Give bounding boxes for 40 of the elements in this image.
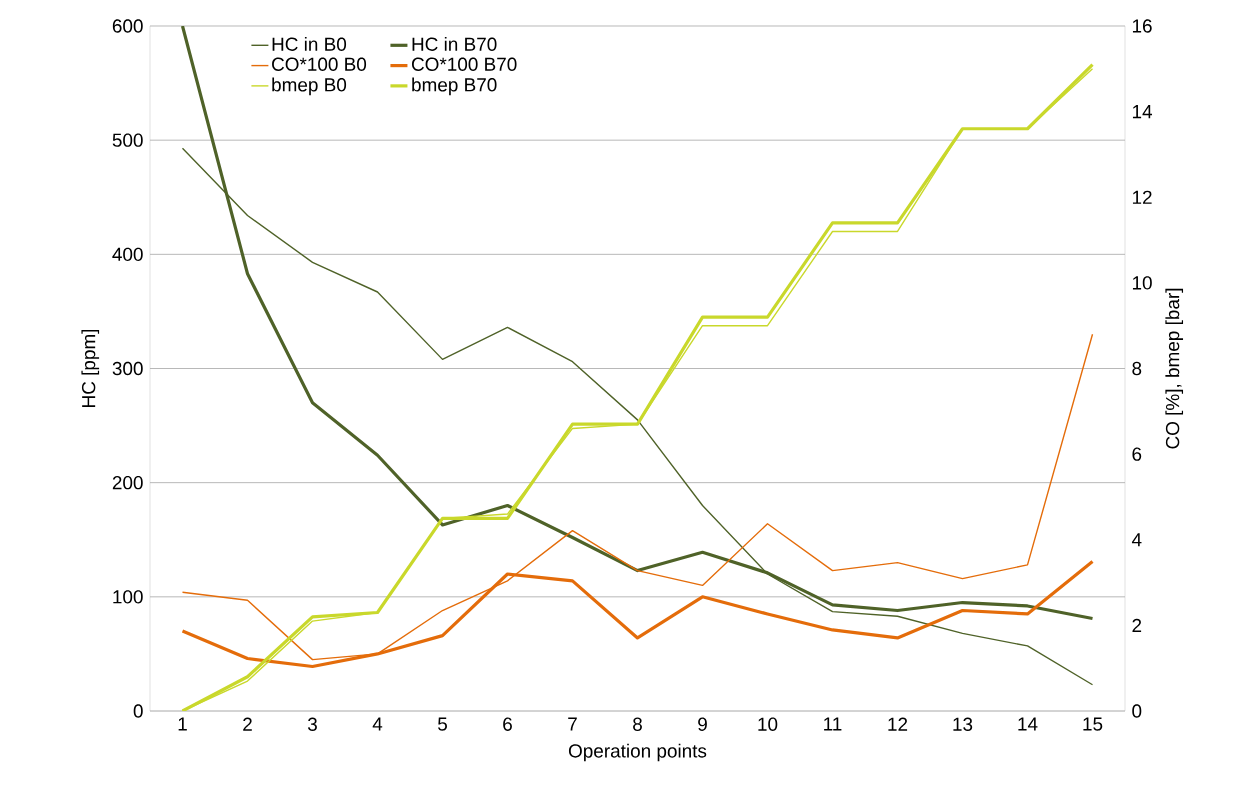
- x-tick-label: 14: [1018, 717, 1038, 731]
- x-tick-label: 9: [698, 717, 707, 731]
- x-tick-label: 3: [307, 717, 317, 731]
- y2-tick-label: 0: [1132, 704, 1142, 718]
- y-tick-label: 100: [113, 590, 143, 604]
- x-tick-label: 10: [758, 717, 778, 731]
- y2-tick-label: 16: [1132, 19, 1152, 33]
- x-tick-label: 8: [633, 717, 642, 731]
- legend-label: CO*100 B0: [272, 57, 367, 71]
- x-tick-label: 7: [568, 717, 577, 731]
- y-tick-label: 300: [112, 361, 143, 376]
- y2-tick-label: 12: [1132, 190, 1152, 204]
- x-tick-label: 11: [824, 717, 842, 731]
- y-tick-label: 200: [112, 475, 143, 490]
- y2-tick-label: 8: [1132, 361, 1142, 376]
- legend-label: bmep B0: [272, 77, 347, 96]
- legend-label: bmep B70: [412, 77, 497, 96]
- x-tick-label: 5: [437, 717, 447, 731]
- y-tick-label: 600: [112, 19, 143, 33]
- x-tick-label: 12: [888, 717, 908, 731]
- y-axis-title: HC [ppm]: [81, 329, 100, 407]
- y-tick-label: 500: [112, 133, 143, 147]
- legend-label: CO*100 B70: [411, 57, 517, 71]
- x-axis-title: Operation points: [568, 743, 707, 762]
- legend-label: HC in B70: [412, 37, 497, 51]
- x-tick-label: 15: [1083, 717, 1103, 731]
- x-tick-label: 13: [953, 717, 973, 731]
- y2-tick-label: 14: [1132, 105, 1153, 119]
- y2-axis-title: CO [%], bmep [bar]: [1165, 288, 1184, 449]
- y-tick-label: 0: [133, 704, 143, 718]
- legend-label: HC in B0: [272, 37, 347, 51]
- x-tick-label: 6: [503, 717, 512, 731]
- y2-tick-label: 4: [1131, 533, 1142, 547]
- y2-tick-label: 6: [1132, 447, 1142, 461]
- y2-tick-label: 2: [1132, 618, 1142, 632]
- y-tick-label: 400: [112, 247, 143, 262]
- x-tick-label: 1: [178, 717, 187, 731]
- y2-tick-label: 10: [1132, 276, 1152, 290]
- x-tick-label: 2: [243, 717, 252, 731]
- x-tick-label: 4: [372, 717, 383, 731]
